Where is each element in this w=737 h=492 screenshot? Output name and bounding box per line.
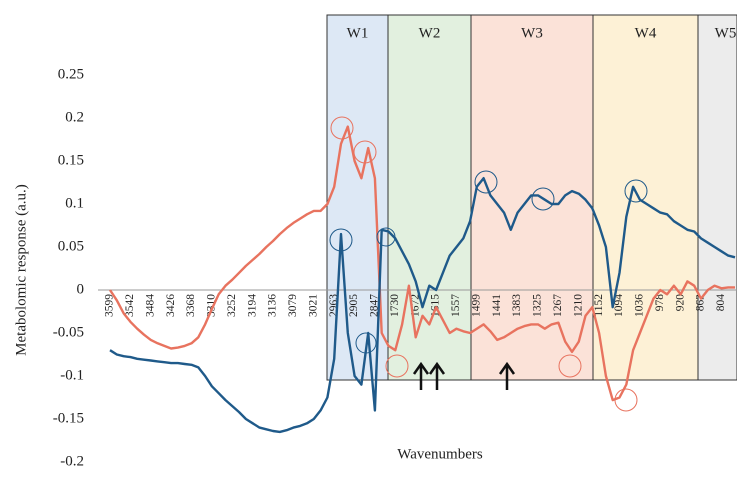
x-tick-label: 1152 <box>593 294 605 317</box>
x-tick-label: 1094 <box>613 294 625 317</box>
x-tick-label: 1036 <box>634 294 646 317</box>
highlight-circle <box>329 228 353 252</box>
y-tick-label: 0.15 <box>58 152 84 168</box>
region <box>592 14 699 381</box>
x-tick-label: 1267 <box>552 294 564 317</box>
region-label: W5 <box>715 25 737 41</box>
grid: -0.2 -0.15 -0.1 -0.05 0 0.05 0.1 0.15 0.2 0.25 359… <box>53 66 737 469</box>
highlight-circle <box>624 179 648 203</box>
highlight-circle <box>330 116 354 140</box>
x-tick-label: 3484 <box>144 294 156 317</box>
y-tick-label: -0.05 <box>53 324 84 340</box>
y-tick-label: 0.2 <box>65 109 84 125</box>
x-tick-label: 862 <box>695 294 707 312</box>
highlight-circle <box>558 354 582 378</box>
y-tick-label: -0.2 <box>60 453 84 469</box>
x-tick-label: 3252 <box>226 294 238 317</box>
x-tick-label: 1383 <box>511 294 523 317</box>
series-line <box>109 177 736 434</box>
region-label: W3 <box>521 25 543 41</box>
y-tick-label: -0.15 <box>53 410 84 426</box>
x-tick-label: 1210 <box>572 294 584 317</box>
x-tick-label: 3021 <box>307 294 319 317</box>
x-tick-label: 1499 <box>470 294 482 317</box>
highlight-circle <box>531 187 555 211</box>
x-tick-label: 3542 <box>124 294 136 317</box>
arrow <box>498 361 516 390</box>
lines <box>108 125 736 434</box>
x-tick-label: 920 <box>674 294 686 312</box>
x-tick-label: 3599 <box>104 294 116 317</box>
x-tick-label: 978 <box>654 294 666 312</box>
x-tick-label: 2905 <box>348 294 360 317</box>
x-tick-label: 3426 <box>165 294 177 317</box>
x-axis-label: Wavenumbers <box>397 446 483 462</box>
region-label: W1 <box>347 25 369 41</box>
x-tick-label: 1441 <box>491 294 503 317</box>
highlight-circle <box>355 332 377 354</box>
y-tick-label: 0 <box>77 281 85 297</box>
arrow <box>412 361 430 390</box>
x-tick-label: 3079 <box>287 294 299 317</box>
x-tick-label: 3136 <box>267 294 279 317</box>
x-tick-label: 3368 <box>185 294 197 317</box>
y-tick-label: 0.05 <box>58 238 84 254</box>
x-tick-label: 1730 <box>389 294 401 317</box>
y-tick-label: 0.25 <box>58 66 84 82</box>
y-tick-label: 0.1 <box>65 195 84 211</box>
x-tick-label: 1557 <box>450 294 462 317</box>
series-line <box>108 125 735 402</box>
region-label: W2 <box>419 25 441 41</box>
x-tick-label: 1325 <box>532 294 544 317</box>
arrows <box>412 361 516 390</box>
region <box>697 14 737 381</box>
x-tick-label: 804 <box>715 294 727 312</box>
region-label: W4 <box>635 25 657 41</box>
x-tick-label: 3310 <box>206 294 218 317</box>
y-axis-label: Metabolomic response (a.u.) <box>13 184 29 356</box>
highlight-circle <box>385 354 409 378</box>
highlight-circle <box>353 140 377 164</box>
highlight-circle <box>474 170 498 194</box>
y-tick-label: -0.1 <box>60 367 84 383</box>
arrow <box>428 361 446 390</box>
annotations <box>329 116 648 412</box>
highlight-circle <box>614 388 638 412</box>
highlight-circle <box>376 227 396 247</box>
x-tick-label: 3194 <box>246 294 258 317</box>
